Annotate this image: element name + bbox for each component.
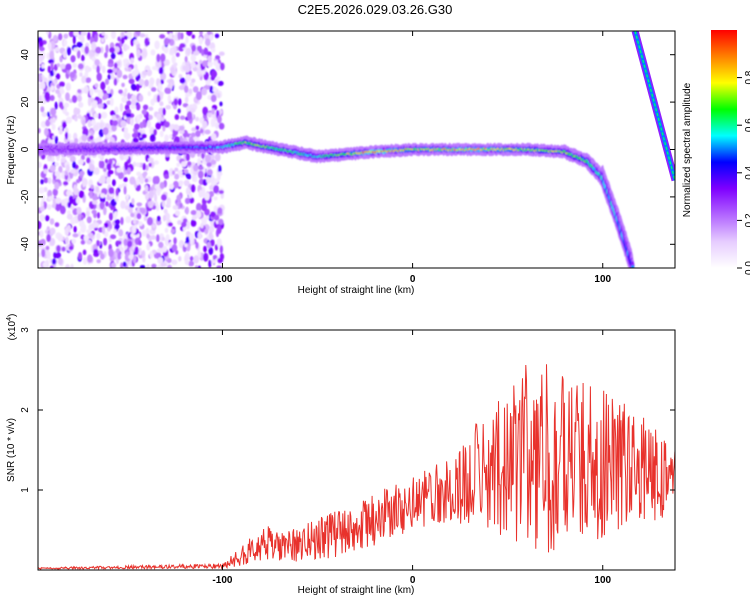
- spectrogram-xtick-label: -100: [212, 274, 232, 285]
- spectrogram-ytick-label: 40: [20, 49, 31, 61]
- snr-ylabel: SNR (10 * v/v): [6, 418, 17, 482]
- spectrogram-xlabel: Height of straight line (km): [298, 285, 415, 296]
- colorbar-gradient: [711, 30, 737, 268]
- colorbar-tick-label: 0.8: [744, 70, 750, 84]
- spectrogram-xtick-label: 0: [410, 274, 416, 285]
- colorbar-tick-label: 0.4: [744, 165, 750, 179]
- snr-ytick-label: 2: [20, 407, 31, 413]
- noise-speckle: [38, 31, 225, 268]
- snr-scale-label: (x104): [6, 314, 18, 341]
- colorbar-tick-label: 0.6: [744, 118, 750, 132]
- snr-xlabel: Height of straight line (km): [298, 585, 415, 596]
- colorbar-label: Normalized spectral amplitude: [682, 82, 693, 217]
- spectrogram-xtick-label: 100: [594, 274, 611, 285]
- spectrogram-ytick-label: 20: [20, 96, 31, 108]
- frequency-ridge: [38, 135, 635, 268]
- colorbar-tick-label: 0.0: [744, 261, 750, 275]
- figure-title: C2E5.2026.029.03.26.G30: [298, 2, 453, 17]
- snr-scale-exponent: 4: [6, 317, 13, 321]
- aliased-ridge: [631, 31, 675, 182]
- snr-xtick-label: 100: [594, 575, 611, 586]
- spectrogram-ytick-label: -40: [20, 237, 31, 252]
- colorbar-tick-label: 0.2: [744, 213, 750, 227]
- snr-xtick-label: -100: [212, 575, 232, 586]
- snr-ytick-label: 3: [20, 327, 31, 333]
- colorbar: 0.0 0.2 0.4 0.6 0.8 Normalized spectral ampl…: [682, 30, 750, 275]
- spectrogram-heatmap: [38, 31, 675, 268]
- snr-ytick-label: 1: [20, 487, 31, 493]
- snr-series-line: [38, 364, 675, 570]
- spectrogram-ytick-label: -20: [20, 189, 31, 204]
- snr-panel: -100 0 100 1 2 3 Height of straight line (km)…: [6, 314, 676, 596]
- spectrogram-ytick-label: 0: [20, 146, 31, 152]
- spectrogram-panel: -100 0 100 -40 -20 0 20 40 Height of straight l…: [6, 30, 676, 296]
- snr-xtick-label: 0: [410, 575, 416, 586]
- spectrogram-ylabel: Frequency (Hz): [6, 116, 17, 185]
